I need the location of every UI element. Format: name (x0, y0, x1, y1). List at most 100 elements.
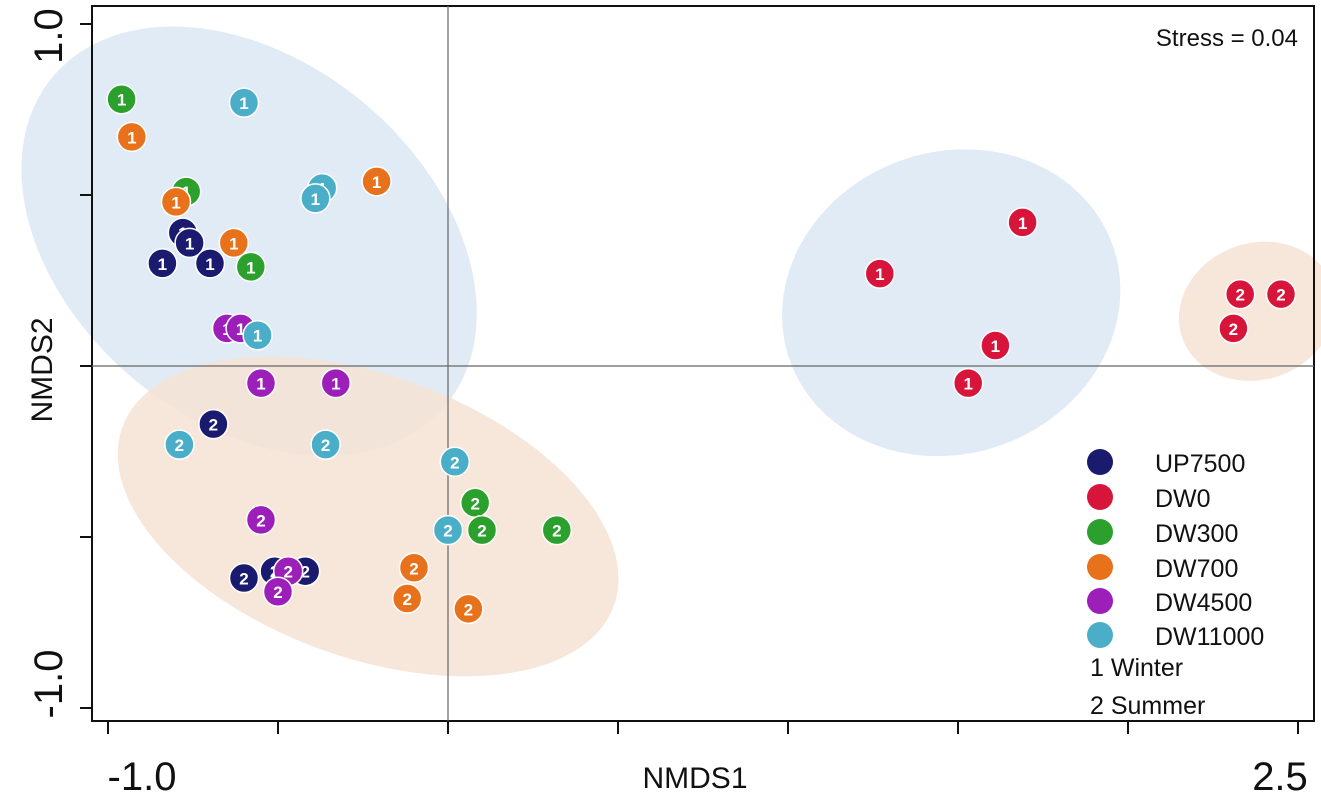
point-season-label: 1 (229, 234, 238, 253)
point-season-label: 2 (256, 511, 265, 530)
point-dw700-season-1: 1 (361, 166, 392, 197)
point-marker (194, 248, 226, 279)
point-season-label: 2 (402, 590, 411, 609)
point-dw300-season-2: 2 (466, 514, 498, 546)
point-season-label: 2 (470, 494, 479, 513)
point-marker (235, 251, 267, 283)
ellipse-summer-left (117, 356, 619, 677)
point-marker (453, 593, 484, 625)
point-season-label: 2 (283, 563, 292, 582)
point-season-label: 2 (443, 522, 452, 541)
y-axis-title: NMDS2 (26, 317, 59, 422)
axis-ticks (80, 23, 1299, 734)
point-up7500-season-2: 2 (198, 408, 229, 440)
legend-label-dw4500: DW4500 (1155, 589, 1252, 617)
point-dw11000-season-1: 1 (228, 87, 260, 118)
legend: UP7500 DW0 DW300 DW700 DW4500 DW11000 1 … (1087, 449, 1264, 720)
point-season-label: 1 (239, 94, 248, 113)
plot-frame (91, 5, 1315, 722)
point-season-label: 2 (175, 436, 184, 455)
point-dw300-season-1: 1 (106, 83, 137, 115)
point-dw0-season-1: 1 (864, 258, 896, 289)
point-marker (432, 514, 464, 546)
point-season-label: 2 (450, 453, 459, 472)
point-season-label: 2 (477, 522, 486, 541)
point-dw700-season-1: 1 (218, 227, 250, 259)
point-marker (147, 248, 178, 279)
point-season-label: 1 (311, 190, 320, 209)
point-marker (242, 319, 273, 351)
point-dw700-season-2: 2 (398, 552, 430, 584)
point-marker (310, 429, 341, 460)
point-dw11000-season-2: 2 (310, 429, 341, 460)
point-dw11000-season-2: 2 (439, 446, 471, 478)
point-dw11000-season-2: 2 (164, 429, 195, 460)
point-marker (300, 183, 331, 214)
point-dw300-season-2: 2 (541, 514, 573, 546)
y-tick-label-top: 1.0 (27, 8, 71, 64)
point-season-label: 2 (552, 522, 561, 541)
point-marker (160, 186, 192, 218)
point-marker (391, 583, 423, 614)
point-marker (245, 504, 277, 536)
point-season-label: 1 (963, 375, 972, 394)
legend-marker-dw4500 (1087, 588, 1113, 614)
legend-label-dw700: DW700 (1155, 555, 1238, 583)
point-marker (439, 446, 471, 478)
point-marker (320, 367, 352, 399)
point-season-label: 1 (185, 234, 194, 253)
point-marker (541, 514, 573, 546)
point-season-label: 1 (205, 255, 214, 274)
point-dw700-season-2: 2 (453, 593, 484, 625)
point-marker (1007, 207, 1038, 238)
point-marker (1218, 313, 1249, 344)
point-up7500-season-1: 1 (194, 248, 226, 279)
point-dw0-season-2: 2 (1265, 278, 1297, 310)
point-season-label: 1 (236, 320, 245, 339)
point-dw4500-season-1: 1 (245, 367, 277, 399)
point-dw700-season-1: 1 (160, 186, 192, 218)
point-season-label: 1 (256, 375, 265, 394)
legend-marker-dw0 (1087, 484, 1113, 510)
point-season-label: 1 (1018, 214, 1027, 233)
point-season-label: 1 (117, 91, 126, 110)
point-dw0-season-2: 2 (1224, 278, 1256, 310)
point-marker (106, 83, 137, 115)
point-marker (1224, 278, 1256, 310)
point-season-label: 2 (239, 570, 248, 589)
legend-marker-up7500 (1087, 449, 1113, 475)
ellipse-summer-dw0 (1178, 241, 1321, 381)
legend-marker-dw700 (1087, 554, 1113, 580)
point-marker (245, 367, 277, 399)
point-marker (980, 330, 1011, 361)
legend-label-up7500: UP7500 (1155, 450, 1245, 478)
point-season-label: 2 (1276, 286, 1285, 305)
point-season-label: 2 (300, 563, 309, 582)
legend-marker-dw300 (1087, 519, 1113, 545)
point-marker (174, 227, 205, 259)
point-season-label: 2 (321, 436, 330, 455)
x-axis-title: NMDS1 (642, 762, 747, 795)
legend-label-dw300: DW300 (1155, 520, 1238, 548)
point-dw0-season-1: 1 (980, 330, 1011, 361)
point-marker (466, 514, 498, 546)
point-marker (864, 258, 896, 289)
point-dw4500-season-2: 2 (245, 504, 277, 536)
point-dw4500-season-1: 1 (320, 367, 352, 399)
point-dw700-season-1: 1 (116, 121, 148, 153)
point-season-label: 2 (409, 559, 418, 578)
point-dw0-season-1: 1 (1007, 207, 1038, 238)
point-season-label: 1 (171, 193, 180, 212)
x-tick-label-left: -1.0 (108, 755, 177, 799)
point-season-label: 1 (158, 255, 167, 274)
legend-label-dw11000: DW11000 (1155, 623, 1264, 651)
stress-annotation: Stress = 0.04 (1156, 25, 1298, 52)
point-season-label: 1 (246, 258, 255, 277)
cluster-ellipses (21, 26, 1321, 677)
point-season-label: 2 (1235, 286, 1244, 305)
point-dw0-season-2: 2 (1218, 313, 1249, 344)
point-season-label: 1 (127, 128, 136, 147)
data-points: 1111222211112221112221111222111122211112… (106, 83, 1297, 625)
point-marker (218, 227, 250, 259)
